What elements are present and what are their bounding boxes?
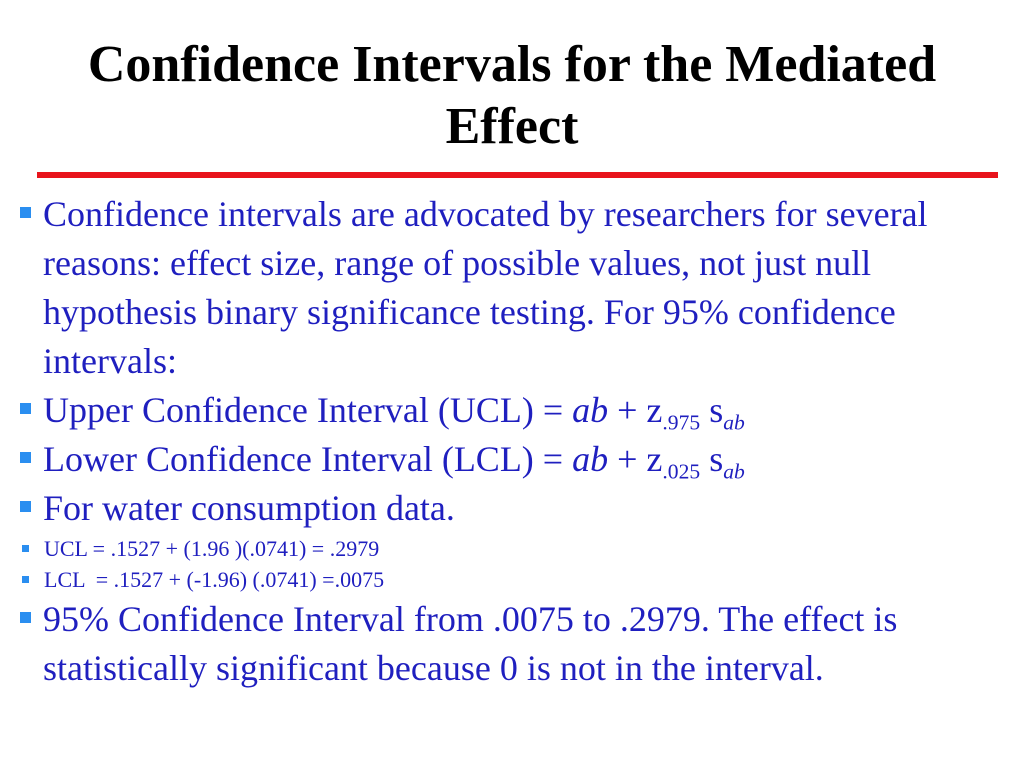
ucl-s: s — [700, 390, 724, 430]
bullet-text: Lower Confidence Interval (LCL) = ab + z… — [43, 435, 1008, 484]
lcl-prefix: Lower Confidence Interval (LCL) = — [43, 439, 573, 479]
ucl-z-subscript: .975 — [662, 410, 701, 435]
bullet-square-icon — [20, 612, 31, 623]
bullet-text: Confidence intervals are advocated by re… — [43, 194, 928, 381]
bullet-item-water-data: For water consumption data. — [18, 484, 1008, 533]
bullet-list: Confidence intervals are advocated by re… — [18, 190, 1008, 693]
bullet-item-lcl: Lower Confidence Interval (LCL) = ab + z… — [18, 435, 1008, 484]
bullet-item-intro: Confidence intervals are advocated by re… — [18, 190, 1008, 386]
ucl-ab: ab — [572, 390, 609, 430]
bullet-item-ucl: Upper Confidence Interval (UCL) = ab + z… — [18, 386, 1008, 435]
bullet-text: Upper Confidence Interval (UCL) = ab + z… — [43, 386, 1008, 435]
bullet-item-conclusion: 95% Confidence Interval from .0075 to .2… — [18, 595, 1008, 693]
slide-title-line-2: Effect — [445, 98, 579, 155]
bullet-square-icon — [22, 576, 29, 583]
bullet-square-icon — [20, 501, 31, 512]
title-underline-rule — [37, 172, 998, 178]
bullet-text: UCL = .1527 + (1.96 )(.0741) = .2979 — [44, 536, 380, 561]
bullet-square-icon — [20, 207, 31, 218]
bullet-square-icon — [20, 452, 31, 463]
lcl-s: s — [700, 439, 724, 479]
slide-title: Confidence Intervals for the Mediated Ef… — [0, 34, 1024, 158]
bullet-text: LCL = .1527 + (-1.96) (.0741) =.0075 — [44, 567, 385, 592]
ucl-prefix: Upper Confidence Interval (UCL) = — [43, 390, 573, 430]
bullet-square-icon — [20, 403, 31, 414]
ucl-plus-z: + z — [608, 390, 663, 430]
bullet-square-icon — [22, 545, 29, 552]
sub-bullet-lcl-calc: LCL = .1527 + (-1.96) (.0741) =.0075 — [19, 564, 1008, 595]
lcl-z-subscript: .025 — [662, 459, 701, 484]
sub-bullet-ucl-calc: UCL = .1527 + (1.96 )(.0741) = .2979 — [19, 533, 1008, 564]
lcl-plus-z: + z — [608, 439, 663, 479]
bullet-text: For water consumption data. — [43, 488, 455, 528]
bullet-text: 95% Confidence Interval from .0075 to .2… — [43, 599, 898, 688]
slide-title-line-1: Confidence Intervals for the Mediated — [87, 36, 937, 93]
lcl-s-subscript: ab — [723, 459, 745, 484]
lcl-ab: ab — [572, 439, 609, 479]
ucl-s-subscript: ab — [723, 410, 745, 435]
